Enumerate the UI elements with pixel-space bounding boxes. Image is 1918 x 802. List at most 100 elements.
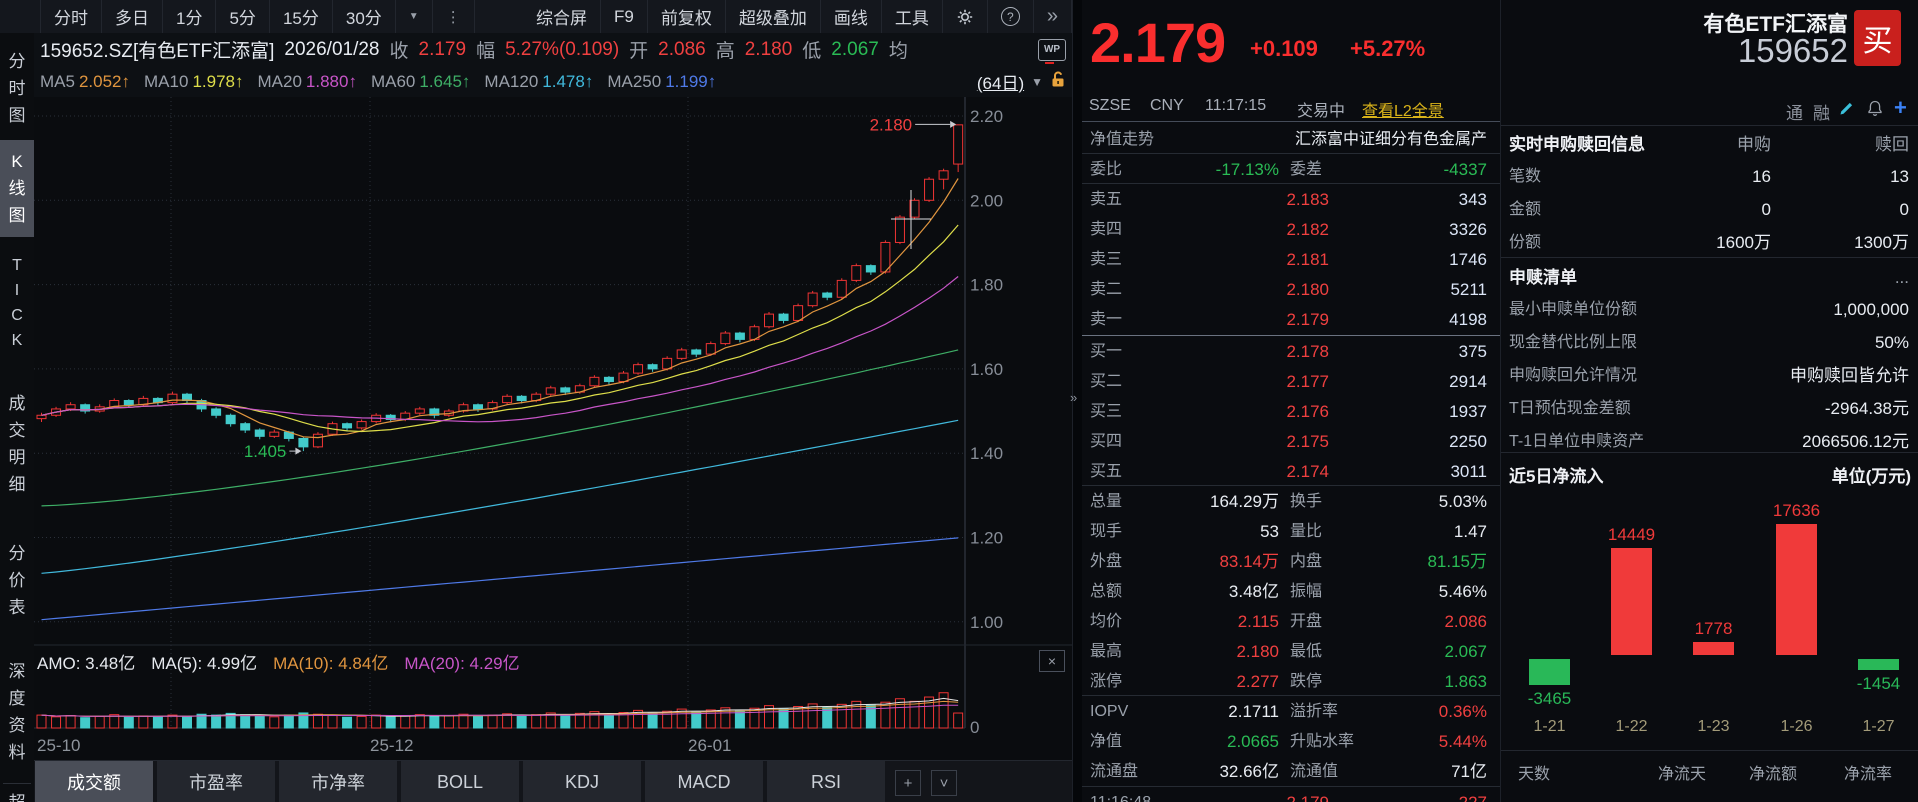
bid-price: 2.174: [1286, 462, 1329, 481]
toolbar-item-5分[interactable]: 5分: [216, 0, 270, 33]
collapse-pane-button[interactable]: ˅: [931, 770, 957, 796]
redemption-row-value: 50%: [1874, 333, 1909, 352]
tab-KDJ[interactable]: KDJ: [523, 761, 641, 802]
sidebar-item-超级[interactable]: 超级: [0, 789, 34, 802]
toolbar-item-F9[interactable]: F9: [601, 0, 648, 33]
stat-label: 外盘: [1090, 553, 1123, 570]
quote-row: IOPV 2.1711 溢折率 0.36%: [1082, 697, 1500, 727]
ask-price: 2.181: [1286, 250, 1329, 269]
stat-label: IOPV: [1090, 703, 1129, 720]
chevron-down-icon[interactable]: ▼: [1031, 74, 1043, 89]
bid-volume: 375: [1458, 342, 1487, 361]
stat-value: 1.47: [1453, 522, 1487, 541]
toolbar-item-画线[interactable]: 画线: [821, 0, 882, 33]
ask-volume: 3326: [1449, 220, 1487, 239]
panel-row: 最小申赎单位份额 1,000,000: [1501, 296, 1918, 324]
toolbar-lead-cell: [0, 0, 41, 33]
sub-row-value2: 0: [1899, 200, 1909, 219]
quote-row: 买五 2.174 3011: [1082, 457, 1500, 487]
unlock-icon[interactable]: [1050, 70, 1066, 93]
ask-price: 2.180: [1286, 280, 1329, 299]
toolbar-item-前复权[interactable]: 前复权: [648, 0, 726, 33]
kline-chart-area[interactable]: 2.20 2.00 1.80 1.60 1.40 1.20 1.00 0 2.180 1.405 …: [34, 97, 1072, 760]
sub-row-value2: 1300万: [1854, 233, 1909, 252]
svg-text:2.180: 2.180: [870, 115, 913, 134]
margin-tag-tong: 通: [1786, 104, 1803, 123]
kline-chart-svg[interactable]: 2.20 2.00 1.80 1.60 1.40 1.20 1.00 0 2.180 1.405: [34, 97, 1072, 760]
sidebar-item-深度资料[interactable]: 深度资料: [8, 662, 26, 762]
toolbar-item-超级叠加[interactable]: 超级叠加: [726, 0, 821, 33]
tab-BOLL[interactable]: BOLL: [401, 761, 519, 802]
toolbar-item-15分[interactable]: 15分: [270, 0, 333, 33]
stat-value: 83.14万: [1219, 552, 1279, 571]
flow-column-header: 净流天: [1658, 766, 1707, 783]
flow-column-header: 净流额: [1749, 766, 1798, 783]
toolbar-item-多日[interactable]: 多日: [102, 0, 163, 33]
bid-price: 2.175: [1286, 432, 1329, 451]
close-icon[interactable]: ×: [1039, 650, 1065, 672]
tab-成交额[interactable]: 成交额: [35, 761, 153, 802]
flow-date-label: 1-23: [1697, 718, 1730, 735]
commission-ratio-value: -17.13%: [1215, 160, 1279, 179]
quote-row: 最高 2.180 最低 2.067: [1082, 637, 1500, 667]
sidebar-item-分时图[interactable]: 分时图: [8, 52, 26, 125]
tab-MACD[interactable]: MACD: [645, 761, 763, 802]
svg-text:2.20: 2.20: [970, 107, 1003, 126]
subscription-title: 实时申购赎回信息: [1509, 135, 1645, 154]
svg-text:1.80: 1.80: [970, 276, 1003, 295]
indicator-tabs-bar: 成交额 市盈率 市净率 BOLL KDJ MACD RSI + ˅: [34, 760, 1073, 802]
tab-RSI[interactable]: RSI: [767, 761, 885, 802]
tab-市净率[interactable]: 市净率: [279, 761, 397, 802]
expand-toolbar-icon[interactable]: »: [1034, 0, 1072, 33]
ask-price: 2.179: [1286, 310, 1329, 329]
margin-tag-rong: 融: [1813, 104, 1830, 123]
more-link[interactable]: ...: [1894, 268, 1909, 287]
nav-value: 汇添富中证细分有色金属产: [1294, 131, 1487, 148]
l2-view-link[interactable]: 查看L2全景: [1362, 103, 1444, 120]
edit-pencil-icon[interactable]: [1838, 99, 1856, 122]
ma-label: MA20: [257, 71, 302, 91]
quote-row: 11:16:48 2.179 227: [1082, 788, 1500, 802]
stat-value: 1.863: [1444, 672, 1487, 691]
flow-value-label: 1778: [1694, 618, 1733, 638]
fund-info-panel: 有色ETF汇添富 159652 买 通 融 + 实时申购赎回信息 申购 赎回 笔数 16…: [1500, 0, 1918, 802]
gear-icon[interactable]: [943, 0, 988, 33]
panel-row: T-1日单位申赎资产 2066506.12元: [1501, 428, 1918, 456]
ma-value: 1.978↑: [192, 71, 244, 91]
redemption-row-label: T日预估现金差额: [1509, 400, 1631, 417]
ma-label: MA250: [607, 71, 662, 91]
toolbar-item-1分[interactable]: 1分: [163, 0, 217, 33]
stat-label: 换手: [1290, 493, 1323, 510]
sidebar-item-分价表[interactable]: 分价表: [8, 544, 26, 617]
buy-button[interactable]: 买: [1854, 10, 1901, 66]
dropdown-arrow-icon[interactable]: ▼: [396, 0, 433, 33]
svg-text:1.00: 1.00: [970, 613, 1003, 632]
alert-bell-icon[interactable]: [1866, 99, 1884, 122]
period-selector[interactable]: (64日): [976, 74, 1025, 93]
collapse-panel-icon[interactable]: »: [1070, 390, 1078, 405]
add-icon[interactable]: +: [1894, 95, 1907, 120]
info-item: 2.067: [831, 38, 879, 60]
quote-row: 均价 2.115 开盘 2.086: [1082, 607, 1500, 637]
toolbar-item-分时[interactable]: 分时: [41, 0, 102, 33]
flow-bar: [1611, 547, 1652, 655]
toolbar-item-工具[interactable]: 工具: [882, 0, 943, 33]
flow-date-label: 1-21: [1533, 718, 1566, 735]
add-indicator-button[interactable]: +: [895, 770, 921, 796]
toolbar-item-30分[interactable]: 30分: [333, 0, 396, 33]
sidebar-divider: [3, 783, 31, 784]
sidebar-item-成交明细[interactable]: 成交明细: [8, 394, 26, 494]
stat-value: 5.03%: [1438, 492, 1487, 511]
toolbar-item-综合屏[interactable]: 综合屏: [523, 0, 602, 33]
stat-value: 32.66亿: [1219, 762, 1279, 781]
help-icon[interactable]: ?: [988, 0, 1034, 33]
more-dots-icon[interactable]: ⋮: [433, 0, 475, 33]
sub-row-label: 笔数: [1509, 168, 1542, 185]
wp-window-icon[interactable]: WP: [1038, 38, 1066, 64]
flow-chart-title: 近5日净流入: [1509, 467, 1604, 486]
tab-市盈率[interactable]: 市盈率: [157, 761, 275, 802]
ask-level-label: 卖三: [1090, 251, 1123, 268]
